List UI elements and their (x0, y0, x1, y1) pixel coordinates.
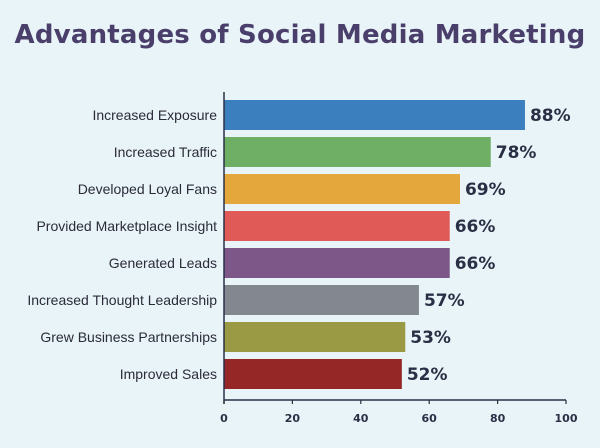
value-label: 88% (530, 106, 571, 126)
category-label: Increased Traffic (114, 144, 217, 160)
value-label: 53% (410, 328, 451, 348)
value-label: 52% (407, 365, 448, 385)
category-label: Increased Exposure (92, 107, 217, 123)
bar (224, 100, 525, 130)
x-tick-label: 20 (285, 412, 301, 425)
value-label: 66% (455, 217, 496, 237)
bar (224, 248, 450, 278)
bar (224, 211, 450, 241)
bar (224, 285, 419, 315)
value-label: 69% (465, 180, 506, 200)
category-label: Grew Business Partnerships (40, 329, 217, 345)
category-label: Improved Sales (120, 366, 217, 382)
x-tick-label: 80 (490, 412, 506, 425)
x-tick-label: 40 (353, 412, 369, 425)
bar (224, 174, 460, 204)
chart-title: Advantages of Social Media Marketing (14, 20, 586, 50)
x-tick-label: 0 (220, 412, 228, 425)
bar (224, 322, 406, 352)
bar (224, 359, 402, 389)
bar (224, 137, 491, 167)
category-label: Increased Thought Leadership (27, 292, 217, 308)
category-label: Generated Leads (109, 255, 217, 271)
x-tick-label: 60 (422, 412, 438, 425)
category-label: Developed Loyal Fans (78, 181, 217, 197)
value-label: 57% (424, 291, 465, 311)
value-label: 78% (496, 143, 537, 163)
x-tick-label: 100 (555, 412, 578, 425)
category-label: Provided Marketplace Insight (36, 218, 217, 234)
value-label: 66% (455, 254, 496, 274)
